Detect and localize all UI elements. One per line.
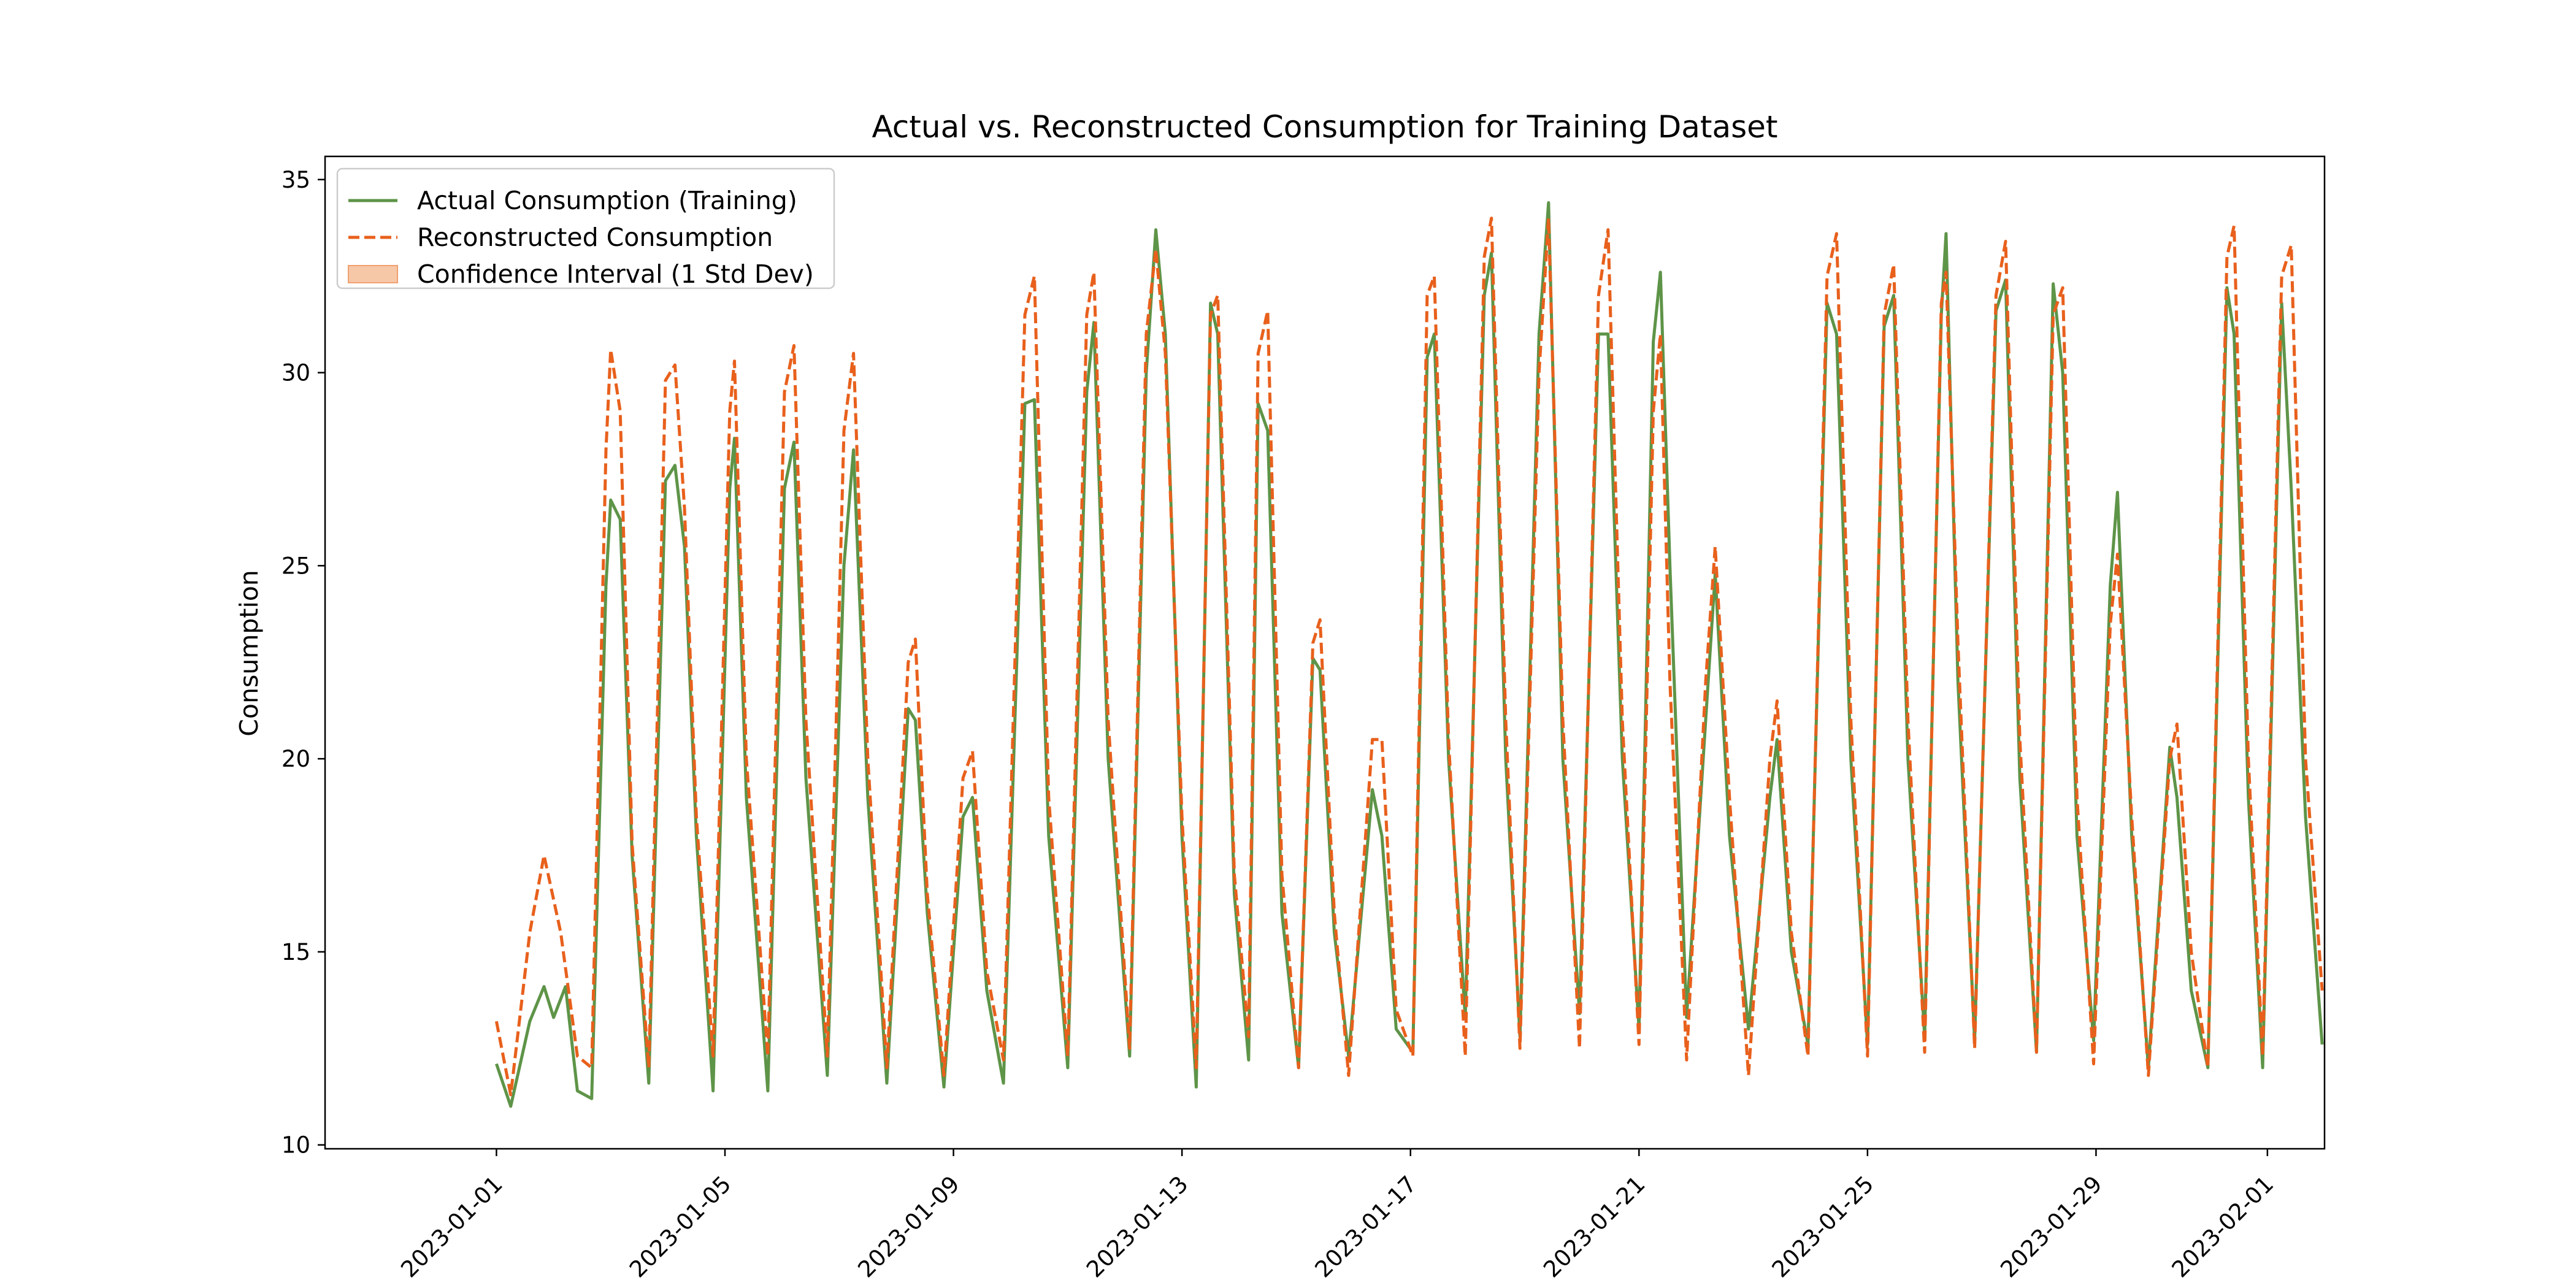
legend-swatch — [348, 265, 398, 283]
y-axis-label: Consumption — [234, 570, 264, 737]
chart-title: Actual vs. Reconstructed Consumption for… — [872, 109, 1777, 145]
series-line-reconstructed — [494, 217, 2324, 1097]
y-tick-label: 30 — [282, 360, 310, 386]
y-tick-label: 25 — [282, 553, 310, 579]
legend-label: Actual Consumption (Training) — [417, 186, 797, 215]
series-layer — [494, 201, 2324, 1108]
plot-frame — [324, 155, 2326, 1150]
y-tick-label: 10 — [282, 1132, 310, 1159]
y-tick-label: 20 — [282, 746, 310, 772]
legend: Actual Consumption (Training) Reconstruct… — [336, 167, 835, 289]
legend-label: Reconstructed Consumption — [417, 223, 773, 252]
y-tick-label: 35 — [282, 167, 310, 193]
legend-label: Confidence Interval (1 Std Dev) — [417, 259, 814, 289]
legend-box — [336, 167, 835, 289]
y-tick-label: 15 — [282, 939, 310, 965]
